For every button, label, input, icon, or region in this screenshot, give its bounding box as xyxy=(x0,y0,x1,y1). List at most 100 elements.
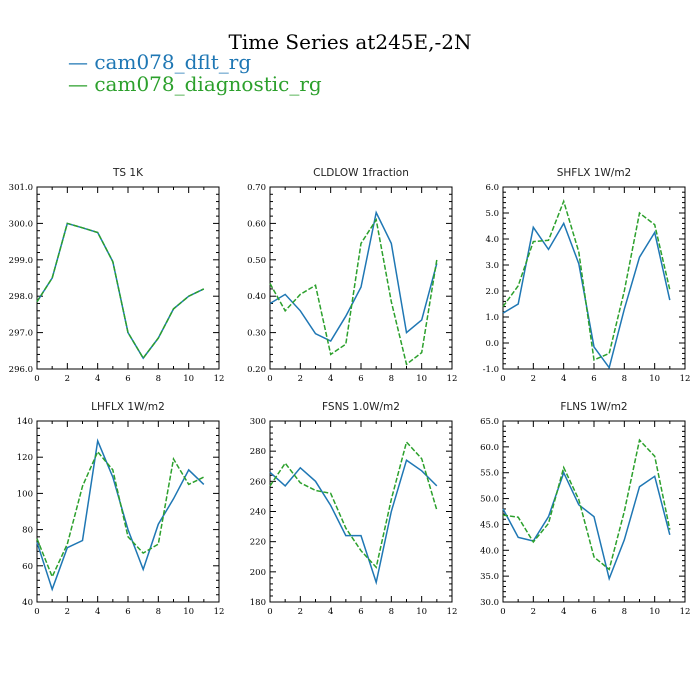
plot-frame xyxy=(269,420,453,603)
x-tick-label: 10 xyxy=(649,607,660,617)
y-tick-label: 100 xyxy=(17,489,33,499)
panel-title: SHFLX 1W/m2 xyxy=(557,167,632,179)
panel-title: FLNS 1W/m2 xyxy=(560,401,627,413)
x-tick-label: 6 xyxy=(358,607,363,617)
y-tick-label: 0.70 xyxy=(247,183,266,193)
panel-title: FSNS 1.0W/m2 xyxy=(322,401,400,413)
y-tick-label: 300.0 xyxy=(9,219,33,229)
y-tick-label: 3.0 xyxy=(485,261,499,271)
x-tick-label: 2 xyxy=(65,607,70,617)
y-tick-label: 0.50 xyxy=(247,256,266,266)
y-tick-label: 297.0 xyxy=(9,329,33,339)
y-tick-label: 5.0 xyxy=(485,209,499,219)
y-tick-label: 0.0 xyxy=(485,339,499,349)
x-tick-label: 0 xyxy=(34,374,39,384)
y-tick-label: 298.0 xyxy=(9,292,33,302)
x-tick-label: 2 xyxy=(531,607,536,617)
plot-frame xyxy=(36,186,220,370)
y-tick-label: 1.0 xyxy=(485,313,499,323)
series-line-dflt xyxy=(36,438,205,592)
y-tick-label: 220 xyxy=(250,538,266,548)
x-tick-label: 0 xyxy=(34,607,39,617)
legend-line-diagnostic: — xyxy=(68,72,88,96)
y-tick-label: 45.0 xyxy=(480,520,499,530)
x-tick-label: 12 xyxy=(680,607,691,617)
y-tick-label: 301.0 xyxy=(9,183,33,193)
y-tick-label: 299.0 xyxy=(9,256,33,266)
series-line-diagnostic xyxy=(502,438,671,571)
y-tick-label: 30.0 xyxy=(480,598,499,608)
x-tick-label: 12 xyxy=(214,607,225,617)
y-tick-label: 180 xyxy=(250,598,266,608)
chart-panel-5: FLNS 1W/m2 0 2 4 6 8 10 12 30.0 35.0 40.0 45.0 50.0 5… xyxy=(480,401,690,617)
x-tick-label: 4 xyxy=(328,607,333,617)
y-tick-label: 35.0 xyxy=(480,572,499,582)
x-tick-label: 6 xyxy=(358,374,363,384)
y-tick-label: 300 xyxy=(250,417,266,427)
legend-entry-diagnostic: — cam078_diagnostic_rg xyxy=(68,72,322,96)
x-tick-label: 2 xyxy=(531,374,536,384)
x-tick-label: 12 xyxy=(447,607,458,617)
y-tick-label: 60.0 xyxy=(480,443,499,453)
x-tick-label: 2 xyxy=(65,374,70,384)
x-tick-label: 10 xyxy=(183,607,194,617)
y-tick-label: 260 xyxy=(250,477,266,487)
x-tick-label: 0 xyxy=(267,607,272,617)
series-line-dflt xyxy=(502,221,671,370)
chart-panel-2: SHFLX 1W/m2 0 2 4 6 8 10 12 -1.0 0.0 1.0 2.0 3.0 4.0 5… xyxy=(483,167,691,384)
chart-panel-1: CLDLOW 1fraction 0 2 4 6 8 10 12 0.20 0.30 0.40 0.5… xyxy=(247,167,457,384)
y-tick-label: 120 xyxy=(17,453,33,463)
x-tick-label: 12 xyxy=(214,374,225,384)
x-tick-label: 4 xyxy=(328,374,333,384)
x-tick-label: 4 xyxy=(95,374,100,384)
panel-title: CLDLOW 1fraction xyxy=(313,167,409,179)
x-tick-label: 8 xyxy=(156,374,161,384)
y-tick-label: 0.60 xyxy=(247,219,266,229)
plot-frame xyxy=(269,186,453,370)
x-tick-label: 10 xyxy=(416,374,427,384)
x-tick-label: 8 xyxy=(622,374,627,384)
x-tick-label: 10 xyxy=(183,374,194,384)
series-line-diagnostic xyxy=(269,440,438,569)
series-line-diagnostic xyxy=(36,222,205,360)
chart-panel-3: LHFLX 1W/m2 0 2 4 6 8 10 12 40 60 80 100 120 140 xyxy=(17,401,225,617)
x-tick-label: 12 xyxy=(447,374,458,384)
x-tick-label: 8 xyxy=(389,607,394,617)
y-tick-label: 40 xyxy=(22,598,33,608)
y-tick-label: 6.0 xyxy=(485,183,499,193)
y-tick-label: 60 xyxy=(22,562,33,572)
panel-title: LHFLX 1W/m2 xyxy=(91,401,165,413)
legend-entry-dflt: — cam078_dflt_rg xyxy=(68,50,251,74)
x-tick-label: 6 xyxy=(591,374,596,384)
legend-line-dflt: — xyxy=(68,50,88,74)
x-tick-label: 0 xyxy=(500,374,505,384)
x-tick-label: 6 xyxy=(125,374,130,384)
y-tick-label: 0.20 xyxy=(247,365,266,375)
x-tick-label: 10 xyxy=(416,607,427,617)
series-line-dflt xyxy=(269,210,438,342)
y-tick-label: 80 xyxy=(22,526,33,536)
x-tick-label: 8 xyxy=(622,607,627,617)
chart-panel-0: TS 1K 0 2 4 6 8 10 12 296.0 297.0 298.0 299.0 300.0 3… xyxy=(9,167,225,384)
x-tick-label: 8 xyxy=(156,607,161,617)
series-line-dflt xyxy=(269,458,438,586)
y-tick-label: 200 xyxy=(250,568,266,578)
plot-frame xyxy=(36,420,220,603)
figure-title: Time Series at245E,-2N xyxy=(228,30,472,54)
plot-frame xyxy=(502,186,686,370)
y-tick-label: 296.0 xyxy=(9,365,33,375)
y-tick-label: 240 xyxy=(250,508,266,518)
y-tick-label: -1.0 xyxy=(483,365,499,375)
x-tick-label: 2 xyxy=(298,374,303,384)
x-tick-label: 10 xyxy=(649,374,660,384)
x-tick-label: 2 xyxy=(298,607,303,617)
y-tick-label: 50.0 xyxy=(480,495,499,505)
x-tick-label: 12 xyxy=(680,374,691,384)
x-tick-label: 8 xyxy=(389,374,394,384)
series-line-diagnostic xyxy=(502,198,671,361)
legend-label-diagnostic: cam078_diagnostic_rg xyxy=(94,72,322,96)
series-line-diagnostic xyxy=(36,450,205,579)
y-tick-label: 280 xyxy=(250,447,266,457)
x-tick-label: 4 xyxy=(561,374,566,384)
x-tick-label: 6 xyxy=(125,607,130,617)
